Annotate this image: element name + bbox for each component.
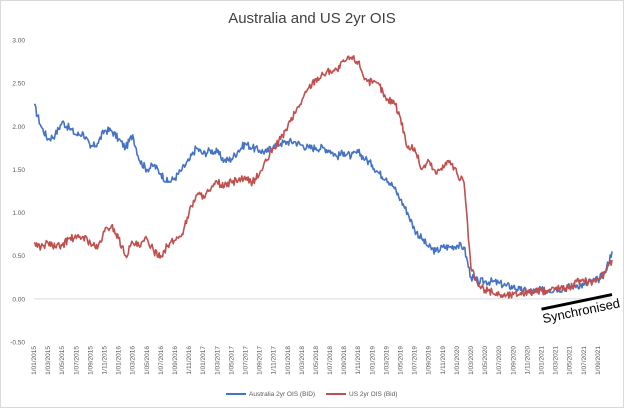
us-series-line: [33, 55, 613, 299]
x-tick-label: 1/03/2020: [468, 346, 475, 375]
x-tick-label: 1/05/2018: [313, 346, 320, 375]
x-tick-label: 1/05/2019: [398, 346, 405, 375]
x-tick-label: 1/01/2020: [454, 346, 461, 375]
australia-series-line: [33, 103, 613, 295]
legend-label: US 2yr OIS (Bid): [349, 391, 397, 398]
y-tick-label: 0.00: [12, 296, 25, 303]
x-tick-label: 1/07/2019: [412, 346, 419, 375]
x-tick-label: 1/07/2016: [158, 346, 165, 375]
x-tick-label: 1/11/2016: [186, 346, 193, 375]
x-tick-label: 1/05/2016: [144, 346, 151, 375]
x-tick-label: 1/01/2019: [369, 346, 376, 375]
y-tick-label: 2.00: [12, 124, 25, 131]
x-tick-label: 1/11/2020: [524, 346, 531, 375]
x-tick-label: 1/03/2019: [383, 346, 390, 375]
y-tick-label: 3.00: [12, 38, 25, 45]
x-tick-label: 1/09/2016: [172, 346, 179, 375]
x-tick-label: 1/01/2016: [116, 346, 123, 375]
x-tick-label: 1/05/2017: [228, 346, 235, 375]
x-tick-label: 1/03/2017: [214, 346, 221, 375]
x-tick-label: 1/01/2018: [285, 346, 292, 375]
x-tick-label: 1/09/2017: [257, 346, 264, 375]
y-tick-label: 0.50: [12, 253, 25, 260]
x-tick-label: 1/01/2017: [200, 346, 207, 375]
x-tick-label: 1/11/2019: [440, 346, 447, 375]
y-tick-label: 2.50: [12, 81, 25, 88]
x-tick-label: 1/09/2015: [87, 346, 94, 375]
x-tick-label: 1/03/2015: [45, 346, 52, 375]
x-tick-label: 1/07/2021: [581, 346, 588, 375]
legend: Australia 2yr OIS (BID) US 2yr OIS (Bid): [226, 391, 397, 398]
x-tick-label: 1/05/2015: [59, 346, 66, 375]
chart-title: Australia and US 2yr OIS: [228, 10, 396, 27]
x-tick-label: 1/07/2020: [496, 346, 503, 375]
y-tick-label: 1.00: [12, 210, 25, 217]
plot-area: [33, 55, 613, 299]
x-tick-label: 1/09/2019: [426, 346, 433, 375]
x-tick-label: 1/09/2020: [510, 346, 517, 375]
x-tick-label: 1/03/2018: [299, 346, 306, 375]
y-axis: 3.00 2.50 2.00 1.50 1.00 0.50 0.00 -0.50: [10, 38, 25, 347]
x-tick-label: 1/09/2021: [595, 346, 602, 375]
x-tick-label: 1/05/2020: [482, 346, 489, 375]
x-tick-label: 1/11/2015: [101, 346, 108, 375]
legend-label: Australia 2yr OIS (BID): [249, 391, 315, 398]
x-tick-label: 1/01/2015: [31, 346, 38, 375]
x-tick-label: 1/03/2021: [553, 346, 560, 375]
annotation-line: [541, 293, 613, 311]
x-tick-label: 1/05/2021: [567, 346, 574, 375]
x-tick-label: 1/03/2016: [130, 346, 137, 375]
x-tick-label: 1/07/2017: [242, 346, 249, 375]
x-tick-label: 1/09/2018: [341, 346, 348, 375]
x-tick-label: 1/01/2021: [539, 346, 546, 375]
y-tick-label: -0.50: [10, 340, 25, 347]
y-tick-label: 1.50: [12, 167, 25, 174]
x-tick-label: 1/07/2015: [73, 346, 80, 375]
x-axis: 1/01/2015 1/03/2015 1/05/2015 1/07/2015 1/09…: [31, 298, 612, 375]
x-tick-label: 1/11/2017: [271, 346, 278, 375]
x-tick-label: 1/07/2018: [327, 346, 334, 375]
x-tick-label: 1/11/2018: [355, 346, 362, 375]
